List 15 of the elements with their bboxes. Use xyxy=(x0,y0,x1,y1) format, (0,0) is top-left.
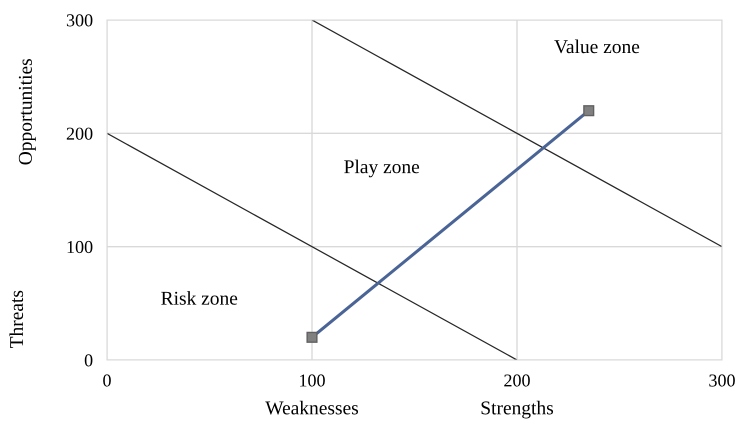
annotation: Value zone xyxy=(554,40,640,54)
annotation: Risk zone xyxy=(161,291,238,305)
annotation: Play zone xyxy=(344,160,420,178)
y-tick-label: 100 xyxy=(68,240,92,254)
y-tick-label: 200 xyxy=(66,128,92,140)
x-axis-title: Weaknesses xyxy=(265,400,358,415)
x-tick-label: 300 xyxy=(709,374,735,387)
y-tick-label: 0 xyxy=(84,354,92,366)
x-tick-label: 0 xyxy=(103,374,111,387)
text: Strengths xyxy=(482,400,554,418)
y-axis-title: Threats xyxy=(9,290,24,348)
x-tick-label: 100 xyxy=(300,374,325,387)
text: Opportunities xyxy=(18,59,36,164)
y-tick-label: 300 xyxy=(66,14,92,26)
x-tick-label: 200 xyxy=(504,374,530,387)
